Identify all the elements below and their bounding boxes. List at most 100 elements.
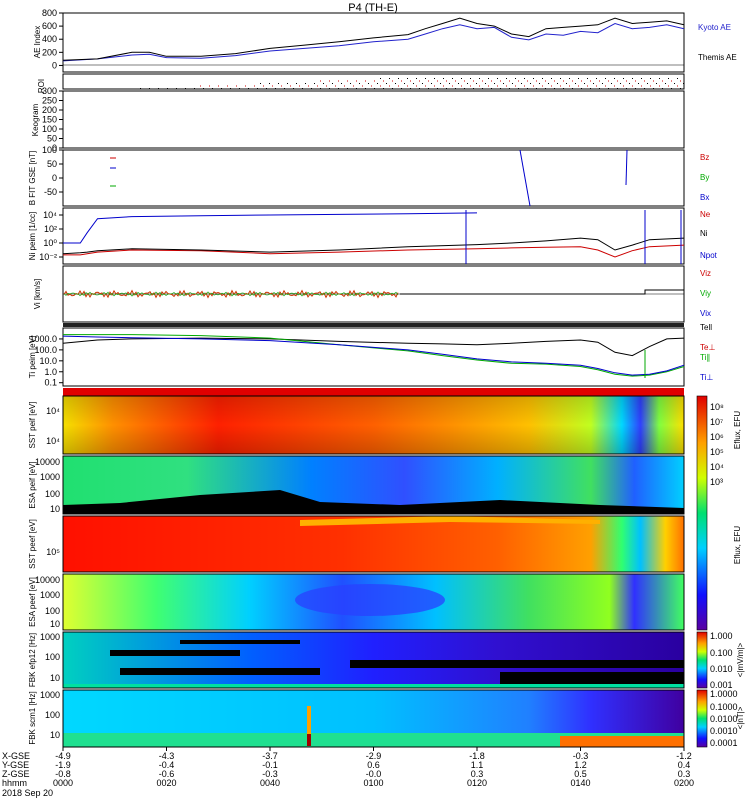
cbar-tick-1e6: 10⁶ [710, 432, 724, 442]
x-tick-z-1: -0.6 [159, 769, 175, 779]
ae-tick-label-3: 600 [42, 21, 57, 31]
roi-dot [221, 88, 222, 89]
sst2-panel: SST peef [eV] 10⁵ [28, 515, 685, 573]
roi-dot [659, 78, 660, 79]
roi-dot [326, 85, 327, 87]
vi-panel: Vi [km/s] Viz Viy Vix [33, 265, 711, 323]
roi-dot [290, 85, 291, 87]
ti-frame [62, 327, 685, 387]
roi-dot [464, 88, 465, 89]
roi-dot [314, 83, 315, 84]
ae-frame [62, 12, 685, 73]
roi-dot [560, 85, 561, 87]
roi-dot [368, 83, 369, 84]
roi-dots [140, 78, 684, 89]
roi-dot [296, 83, 297, 84]
roi-dot [614, 85, 615, 87]
vi-legend-viz: Viz [700, 269, 711, 278]
esa2-tick-10000: 10000 [35, 575, 60, 585]
roi-dot [587, 85, 588, 87]
esa1-tick-10: 10 [50, 504, 60, 514]
vi-noise-green [63, 291, 399, 297]
ni-legend-npot: Npot [700, 251, 718, 260]
bfit-tick-label-3: 100 [42, 145, 57, 155]
fbk2-ylabel: FBK scm1 [Hz] [28, 691, 37, 744]
ti-tick-label-1: 1.0 [44, 367, 57, 377]
roi-dot [581, 88, 582, 89]
keogram-tick-label-2: 100 [42, 124, 57, 134]
roi-dot [668, 78, 669, 79]
roi-dot [449, 83, 450, 84]
roi-dot [329, 80, 330, 82]
roi-dot [647, 83, 648, 84]
roi-dot [623, 85, 624, 87]
esa1-black-band [63, 490, 684, 514]
roi-dot [623, 78, 624, 79]
keogram-tick-label-4: 200 [42, 105, 57, 115]
x-tick-hhmm-5: 0140 [570, 778, 590, 788]
roi-dot [503, 83, 504, 84]
x-tick-y-0: -1.9 [55, 760, 71, 770]
cbar-fbk1-tick-1: 1.000 [710, 631, 733, 641]
roi-dot [272, 85, 273, 87]
roi-dot [635, 88, 636, 89]
roi-dot [338, 80, 339, 82]
roi-dot [506, 85, 507, 87]
roi-dot [230, 88, 231, 89]
sst1-panel: SST peif [eV] 10⁴ 10⁴ [28, 395, 685, 455]
roi-dot [578, 78, 579, 79]
vi-ylabel: Vi [km/s] [33, 279, 42, 310]
roi-dot [596, 78, 597, 79]
roi-dot [599, 80, 600, 82]
ae-series-line-1 [62, 17, 685, 61]
roi-dot [464, 80, 465, 82]
bfit-ylabel: B FIT GSE [nT] [28, 151, 37, 206]
roi-dot [509, 88, 510, 89]
x-tick-y-6: 0.4 [678, 760, 691, 770]
keogram-tick-label-6: 300 [42, 86, 57, 96]
colorbar-eflux-scale [696, 395, 708, 631]
bfit-bx-spike-1 [519, 149, 531, 207]
keogram-frame [62, 90, 685, 149]
roi-dot [572, 80, 573, 82]
roi-dot [407, 78, 408, 79]
sst2-yellow-streak [300, 516, 600, 526]
roi-dot [416, 78, 417, 79]
colorbar-fbk2-scale [696, 689, 708, 748]
fbk1-panel: FBK efp12 [Hz] 10 100 1000 [28, 631, 685, 689]
roi-frame [62, 73, 685, 90]
roi-dot [527, 88, 528, 89]
esa1-tick-10000: 10000 [35, 457, 60, 467]
roi-dot [527, 80, 528, 82]
x-tick-x-0: -4.9 [55, 751, 71, 761]
roi-dot [281, 85, 282, 87]
ae-panel: 0 200 400 600 800 AE Index Kyoto AE Themis A… [33, 8, 737, 73]
roi-dot [563, 88, 564, 89]
roi-dot [632, 85, 633, 87]
roi-dot [644, 80, 645, 82]
ni-legend-ne: Ne [700, 210, 711, 219]
x-tick-y-1: -0.4 [159, 760, 175, 770]
roi-dot [365, 88, 366, 89]
ni-tick-label-0: 10⁻² [39, 252, 57, 262]
ni-frame [62, 207, 685, 265]
bfit-frame [62, 149, 685, 207]
roi-dot [323, 83, 324, 84]
roi-dot [518, 80, 519, 82]
ti-legend-teperp: Te⊥ [700, 343, 715, 352]
roi-dot [620, 83, 621, 84]
roi-dot [347, 80, 348, 82]
roi-dot [539, 83, 540, 84]
ni-series-line-1 [62, 237, 685, 255]
cbar-eflux-label: Eflux, EFU [733, 411, 742, 449]
roi-dot [455, 88, 456, 89]
esa2-frame [62, 573, 685, 631]
roi-dot [476, 83, 477, 84]
fbk2-low-band [63, 733, 684, 747]
roi-dot [587, 78, 588, 79]
roi-dot [656, 83, 657, 84]
roi-dot [506, 78, 507, 79]
cbar-eflux-label-2: Eflux, EFU [733, 526, 742, 564]
